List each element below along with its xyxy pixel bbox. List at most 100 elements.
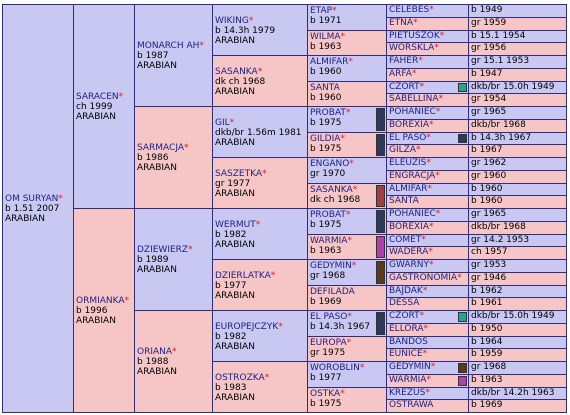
horse-name-text[interactable]: GWARNY: [389, 260, 430, 270]
horse-name[interactable]: ALMIFAR*: [389, 184, 432, 194]
horse-name[interactable]: WILMA*: [310, 32, 384, 42]
horse-name-text[interactable]: MONARCH AH: [137, 41, 200, 51]
horse-name-text[interactable]: SARACEN: [76, 92, 119, 102]
horse-name-text[interactable]: ETAP: [310, 6, 333, 16]
horse-name-text[interactable]: SASANKA: [310, 184, 353, 195]
horse-name[interactable]: CELEBES*: [389, 5, 434, 15]
horse-name[interactable]: GWARNY*: [389, 260, 434, 270]
horse-name-text[interactable]: DZIEWIERZ: [137, 245, 189, 255]
horse-name[interactable]: SARMACJA*: [137, 143, 210, 153]
horse-name[interactable]: SASZETKA*: [215, 169, 305, 179]
horse-name-text[interactable]: OSTRAWA: [389, 400, 434, 411]
horse-name-text[interactable]: ELLORA: [389, 323, 424, 334]
horse-name-text[interactable]: ALMIFAR: [389, 183, 428, 194]
horse-name-text[interactable]: WERMUT: [215, 220, 256, 230]
horse-name[interactable]: POHANIEC*: [389, 107, 440, 117]
horse-name[interactable]: DZIERLATKA*: [215, 271, 305, 281]
horse-name[interactable]: WERMUT*: [215, 220, 305, 230]
horse-name-text[interactable]: ORIANA: [137, 347, 173, 357]
horse-name-text[interactable]: ORMIANKA: [76, 296, 125, 306]
horse-name-text[interactable]: SANTA: [389, 196, 419, 207]
horse-name[interactable]: PIETUSZOK*: [389, 31, 444, 41]
horse-name[interactable]: SARACEN*: [76, 92, 133, 102]
horse-name-text[interactable]: DEFILADA: [310, 286, 355, 297]
horse-name-text[interactable]: BOREXIA: [389, 119, 430, 130]
horse-name-text[interactable]: POHANIEC: [389, 209, 436, 219]
horse-name-text[interactable]: OM SURYAN: [5, 194, 59, 204]
horse-name-text[interactable]: SARMACJA: [137, 143, 184, 153]
horse-name-text[interactable]: WIKING: [215, 16, 249, 26]
horse-name[interactable]: WOROBLIN*: [310, 363, 384, 373]
horse-name[interactable]: ORMIANKA*: [76, 296, 133, 306]
horse-name-text[interactable]: EUROPEJCZYK: [215, 322, 279, 332]
horse-name[interactable]: ENGRACJA*: [389, 171, 440, 181]
horse-name[interactable]: ARFA*: [389, 69, 416, 79]
horse-name-text[interactable]: SANTA: [310, 82, 340, 93]
horse-name-text[interactable]: COMET: [389, 234, 422, 245]
horse-name-text[interactable]: GEDYMIN: [310, 261, 352, 271]
horse-name[interactable]: SABELLINA*: [389, 94, 443, 104]
horse-name[interactable]: BOREXIA*: [389, 222, 434, 232]
horse-name-text[interactable]: WORSKLA: [389, 43, 435, 54]
horse-name-text[interactable]: GEDYMIN: [389, 362, 431, 372]
horse-name-text[interactable]: GASTRONOMIA: [389, 272, 458, 283]
horse-name-text[interactable]: BANDOS: [389, 336, 428, 347]
horse-name[interactable]: CZORT*: [389, 311, 424, 321]
horse-name-text[interactable]: SASANKA: [215, 67, 258, 77]
horse-name[interactable]: SASANKA*: [215, 67, 305, 77]
horse-name[interactable]: ORIANA*: [137, 347, 210, 357]
horse-name[interactable]: ENGANO*: [310, 159, 384, 169]
horse-name-text[interactable]: CZORT: [389, 81, 420, 92]
horse-name-text[interactable]: WOROBLIN: [310, 363, 360, 373]
horse-name-text[interactable]: CZORT: [389, 311, 420, 321]
horse-name[interactable]: EL PASO*: [389, 133, 431, 143]
horse-name-text[interactable]: EUROPA: [310, 337, 347, 348]
horse-name-text[interactable]: FAHER: [389, 56, 419, 66]
horse-name[interactable]: PROBAT*: [310, 210, 384, 220]
horse-name-text[interactable]: ENGRACJA: [389, 170, 436, 181]
horse-name[interactable]: CZORT*: [389, 82, 424, 92]
horse-name-text[interactable]: ENGANO: [310, 159, 350, 169]
horse-name-text[interactable]: SABELLINA: [389, 94, 439, 105]
horse-name[interactable]: DZIEWIERZ*: [137, 245, 210, 255]
horse-name[interactable]: GEDYMIN*: [389, 362, 435, 372]
horse-name-text[interactable]: WADERA: [389, 247, 429, 258]
horse-name[interactable]: ETNA*: [389, 18, 418, 28]
horse-name[interactable]: EUROPA*: [310, 338, 384, 348]
horse-name-text[interactable]: EUNICE: [389, 349, 423, 360]
horse-name-text[interactable]: DESSA: [389, 298, 420, 309]
horse-name[interactable]: BANDOS: [389, 337, 428, 347]
horse-name[interactable]: FAHER*: [389, 56, 423, 66]
horse-name[interactable]: ETAP*: [310, 6, 384, 16]
horse-name[interactable]: GILDIA*: [310, 134, 384, 144]
horse-name[interactable]: POHANIEC*: [389, 209, 440, 219]
horse-name[interactable]: ALMIFAR*: [310, 57, 384, 67]
horse-name[interactable]: WORSKLA*: [389, 43, 439, 53]
horse-name[interactable]: ELLORA*: [389, 324, 428, 334]
horse-name[interactable]: MONARCH AH*: [137, 41, 210, 51]
horse-name-text[interactable]: POHANIEC: [389, 107, 436, 117]
horse-name[interactable]: OSTKA*: [310, 389, 384, 399]
horse-name-text[interactable]: BAJDAK: [389, 285, 423, 296]
horse-name-text[interactable]: WARMIA: [310, 235, 348, 246]
horse-name[interactable]: DESSA: [389, 298, 419, 308]
horse-name-text[interactable]: OSTKA: [310, 388, 341, 399]
horse-name[interactable]: EUNICE*: [389, 349, 427, 359]
horse-name-text[interactable]: CELEBES: [389, 5, 430, 15]
horse-name-text[interactable]: PROBAT: [310, 108, 346, 118]
horse-name[interactable]: SANTA: [310, 83, 384, 93]
horse-name-text[interactable]: EL PASO: [310, 312, 348, 322]
horse-name[interactable]: OM SURYAN*: [5, 194, 71, 204]
horse-name-text[interactable]: PROBAT: [310, 210, 346, 220]
horse-name-text[interactable]: WILMA: [310, 31, 341, 42]
horse-name[interactable]: SANTA: [389, 196, 419, 206]
horse-name-text[interactable]: OSTROZKA: [215, 373, 265, 383]
horse-name[interactable]: DEFILADA: [310, 287, 384, 297]
horse-name[interactable]: ELEUZIS*: [389, 158, 431, 168]
horse-name[interactable]: PROBAT*: [310, 108, 384, 118]
horse-name[interactable]: EL PASO*: [310, 312, 384, 322]
horse-name-text[interactable]: PIETUSZOK: [389, 30, 440, 41]
horse-name[interactable]: KREZUS*: [389, 388, 430, 398]
horse-name-text[interactable]: DZIERLATKA: [215, 271, 271, 281]
horse-name[interactable]: GASTRONOMIA*: [389, 273, 462, 283]
